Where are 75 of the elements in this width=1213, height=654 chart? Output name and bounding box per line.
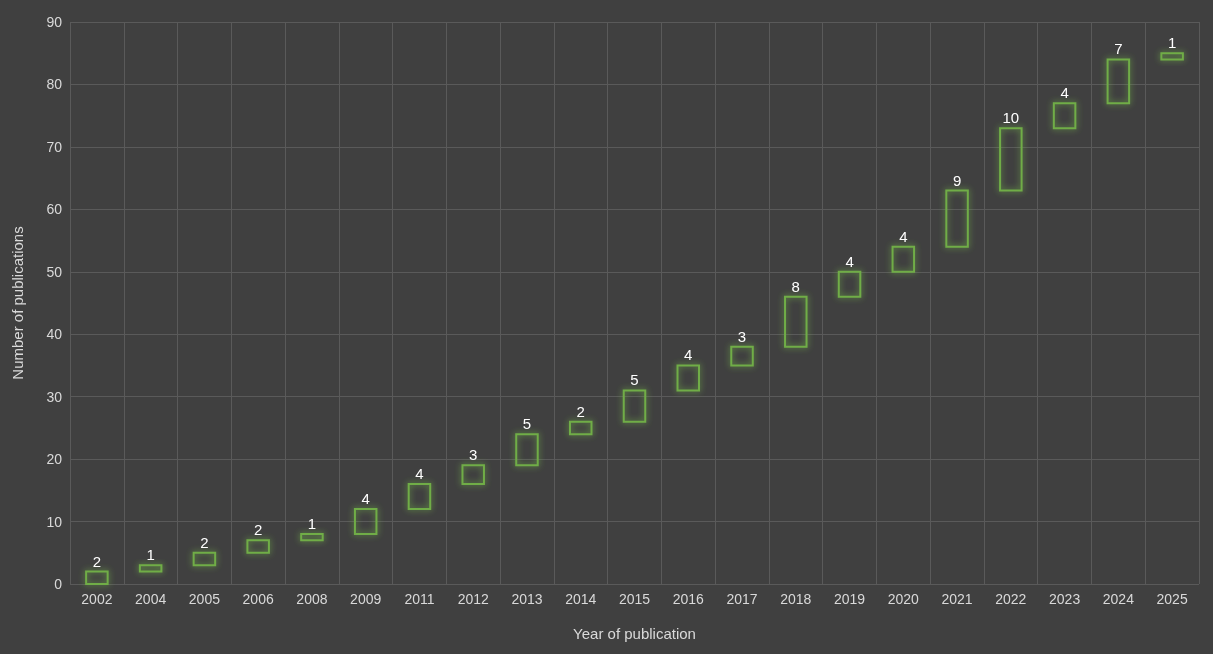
y-tick-label: 20 — [46, 451, 63, 468]
x-tick-label: 2008 — [296, 591, 328, 607]
bar — [138, 564, 163, 573]
data-label: 1 — [1167, 34, 1177, 52]
data-label: 1 — [307, 515, 317, 533]
x-tick-label: 2021 — [941, 591, 973, 607]
data-label: 4 — [684, 346, 693, 364]
x-tick-label: 2019 — [833, 591, 866, 607]
bar — [300, 533, 324, 542]
bar — [246, 539, 270, 554]
data-label: 8 — [791, 277, 800, 295]
data-label: 2 — [576, 402, 585, 420]
bar — [730, 345, 754, 367]
bar — [1052, 102, 1077, 130]
y-tick-label: 30 — [46, 388, 63, 405]
bar — [622, 389, 647, 423]
x-tick-label: 2013 — [511, 591, 543, 607]
bar — [945, 189, 969, 248]
x-tick-label: 2018 — [780, 591, 812, 607]
x-tick-label: 2006 — [242, 591, 274, 607]
data-label: 5 — [522, 415, 532, 433]
bar — [407, 483, 432, 511]
data-label: 2 — [253, 521, 263, 539]
y-tick-label: 60 — [46, 201, 63, 218]
x-tick-label: 2011 — [404, 591, 435, 607]
bar — [515, 433, 539, 467]
x-tick-label: 2015 — [618, 591, 651, 607]
data-label: 3 — [469, 446, 478, 464]
data-label: 4 — [899, 227, 908, 245]
x-tick-label: 2024 — [1102, 591, 1135, 607]
data-label: 4 — [845, 252, 854, 270]
data-label: 2 — [92, 552, 102, 570]
bar — [676, 364, 701, 392]
y-tick-label: 70 — [46, 138, 63, 155]
data-label: 5 — [630, 371, 639, 389]
x-tick-label: 2004 — [135, 591, 167, 607]
data-label: 7 — [1114, 40, 1123, 58]
x-tick-label: 2023 — [1049, 591, 1081, 607]
x-tick-label: 2005 — [188, 591, 221, 607]
data-label: 9 — [952, 171, 962, 189]
x-tick-label: 2025 — [1156, 591, 1188, 607]
bar — [891, 245, 916, 273]
x-axis-title: Year of publication — [573, 625, 696, 642]
y-tick-label: 10 — [46, 513, 63, 530]
bar — [999, 127, 1023, 192]
bar — [353, 508, 378, 536]
x-tick-label: 2014 — [565, 591, 597, 607]
y-tick-label: 90 — [46, 14, 63, 30]
bar — [784, 295, 808, 348]
x-tick-label: 2012 — [457, 591, 489, 607]
y-tick-label: 80 — [46, 76, 63, 93]
bar — [568, 420, 593, 436]
y-tick-label: 0 — [54, 576, 63, 592]
x-tick-label: 2022 — [995, 591, 1027, 607]
x-tick-label: 2020 — [887, 591, 920, 607]
bar — [1160, 52, 1184, 61]
bar — [837, 270, 862, 298]
data-label: 4 — [361, 490, 370, 508]
bar — [85, 570, 109, 585]
x-tick-label: 2009 — [350, 591, 382, 607]
data-label: 2 — [200, 533, 209, 551]
data-label: 4 — [1060, 84, 1069, 102]
data-label: 4 — [415, 465, 424, 483]
x-tick-label: 2016 — [672, 591, 705, 607]
bar — [461, 464, 485, 486]
data-label: 1 — [146, 546, 155, 564]
y-tick-label: 50 — [46, 263, 63, 280]
bar — [192, 551, 217, 567]
x-tick-label: 2017 — [726, 591, 758, 607]
y-axis-title: Number of publications — [9, 226, 26, 380]
data-label: 10 — [1002, 109, 1020, 127]
data-label: 3 — [737, 327, 747, 345]
x-tick-label: 2002 — [81, 591, 113, 607]
bar — [1106, 58, 1131, 105]
y-tick-label: 40 — [46, 326, 63, 343]
